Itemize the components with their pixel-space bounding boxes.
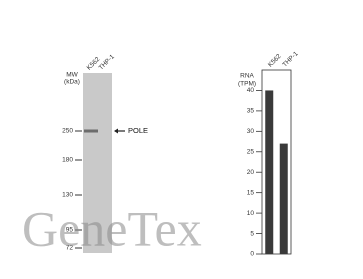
bar — [280, 144, 288, 254]
mw-marker-label: 180 — [62, 157, 73, 164]
y-axis-label: RNA — [240, 73, 254, 80]
y-tick-label: 20 — [247, 169, 255, 176]
y-tick-label: 15 — [247, 189, 255, 196]
mw-marker-label: 130 — [62, 192, 73, 199]
bar — [265, 90, 273, 254]
y-tick-label: 35 — [247, 108, 255, 115]
y-tick-label: 40 — [247, 87, 255, 94]
watermark: GeneTex — [22, 200, 202, 256]
y-tick-label: 10 — [247, 210, 255, 217]
blot-band — [84, 130, 98, 133]
band-label: POLE — [128, 126, 148, 135]
y-tick-label: 30 — [247, 128, 255, 135]
mw-marker-label: 250 — [62, 128, 73, 135]
mw-label: MW — [66, 72, 78, 79]
figure: POLE MW (kDa) RNA (TPM) 2501801309572K56… — [0, 0, 363, 279]
y-tick-label: 0 — [250, 251, 254, 258]
mw-unit: (kDa) — [64, 79, 80, 86]
y-tick-label: 25 — [247, 148, 255, 155]
y-tick-label: 5 — [250, 230, 254, 237]
